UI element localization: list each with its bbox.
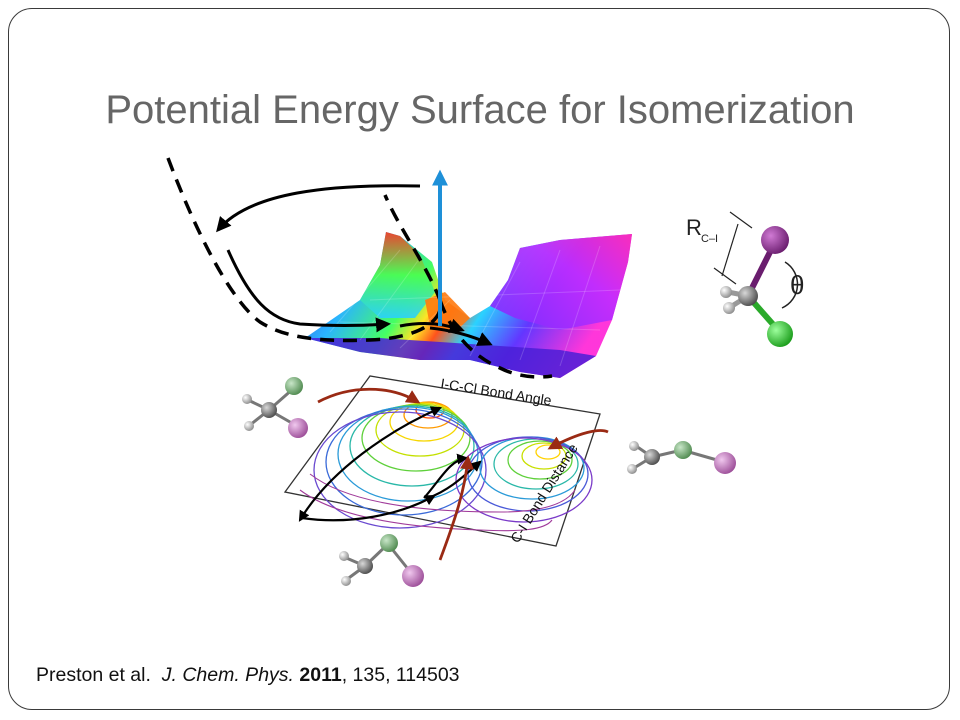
citation-authors: Preston et al. <box>36 664 151 686</box>
molecule-upper-left <box>242 377 308 438</box>
trajectory-arrows <box>216 184 493 346</box>
label-R-subscript: C–I <box>701 233 718 245</box>
citation-journal: J. Chem. Phys. <box>161 664 294 686</box>
slide-title: Potential Energy Surface for Isomerizati… <box>105 88 855 132</box>
molecule-bottom <box>339 534 424 587</box>
label-R: R <box>686 215 702 240</box>
energy-surface <box>305 232 632 378</box>
contour-plot: I-C-Cl Bond Angle C-I Bond Distance <box>283 375 609 561</box>
citation-year: 2011 <box>299 664 342 686</box>
reaction-arrows <box>317 387 609 561</box>
molecule-right <box>627 441 736 474</box>
citation: Preston et al. J. Chem. Phys. 2011, 135,… <box>36 664 460 687</box>
geometry-schematic: R C–I θ <box>686 211 804 347</box>
label-theta: θ <box>790 270 804 300</box>
citation-volume-page: , 135, 114503 <box>341 664 460 686</box>
